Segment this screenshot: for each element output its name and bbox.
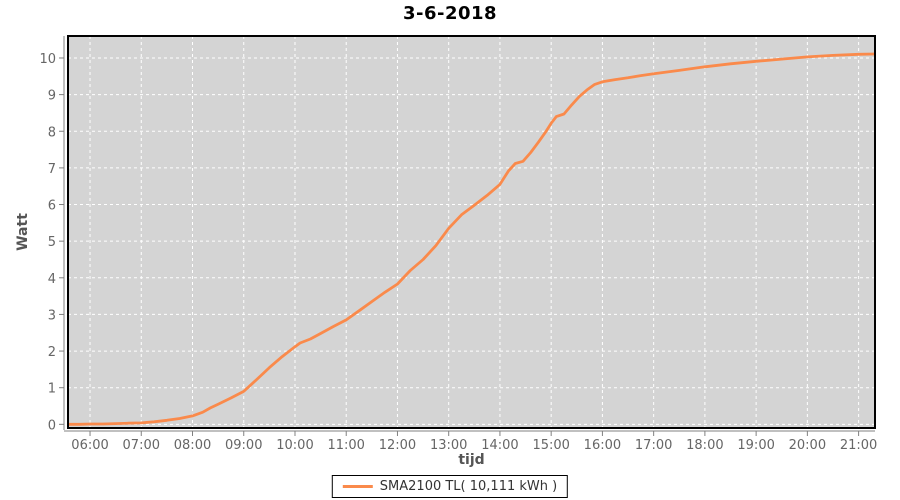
y-tick-label: 10 <box>39 52 56 67</box>
x-tick-label: 06:00 <box>71 438 108 453</box>
y-tick-label: 8 <box>48 125 56 140</box>
x-tick-label: 18:00 <box>686 438 723 453</box>
y-tick-label: 0 <box>48 418 56 433</box>
x-tick-label: 17:00 <box>635 438 672 453</box>
x-tick-label: 19:00 <box>737 438 774 453</box>
data-series-line <box>68 52 876 426</box>
x-tick-label: 10:00 <box>276 438 313 453</box>
x-tick-label: 14:00 <box>481 438 518 453</box>
y-tick-label: 6 <box>48 199 56 214</box>
x-tick-label: 20:00 <box>789 438 826 453</box>
chart-title: 3-6-2018 <box>402 3 498 24</box>
legend-line-swatch <box>342 485 373 488</box>
plot-border <box>67 35 876 429</box>
legend: SMA2100 TL( 10,111 kWh ) <box>331 475 569 498</box>
y-tick-label: 1 <box>48 382 56 397</box>
x-tick-label: 11:00 <box>327 438 364 453</box>
x-tick-label: 07:00 <box>123 438 160 453</box>
y-tick-label: 2 <box>48 345 56 360</box>
x-tick-label: 15:00 <box>532 438 569 453</box>
x-tick-label: 12:00 <box>379 438 416 453</box>
x-tick-label: 08:00 <box>174 438 211 453</box>
y-tick-label: 3 <box>48 308 56 323</box>
x-axis-label: tijd <box>458 452 484 468</box>
legend-label: SMA2100 TL( 10,111 kWh ) <box>379 479 558 494</box>
x-tick-label: 13:00 <box>430 438 467 453</box>
x-tick-label: 09:00 <box>225 438 262 453</box>
y-tick-label: 4 <box>48 272 56 287</box>
y-tick-label: 5 <box>48 235 56 250</box>
y-tick-label: 7 <box>48 162 56 177</box>
y-axis-label: Watt <box>15 213 31 251</box>
plot-background <box>68 36 875 428</box>
x-tick-label: 21:00 <box>840 438 877 453</box>
x-tick-label: 16:00 <box>584 438 621 453</box>
y-tick-label: 9 <box>48 89 56 104</box>
